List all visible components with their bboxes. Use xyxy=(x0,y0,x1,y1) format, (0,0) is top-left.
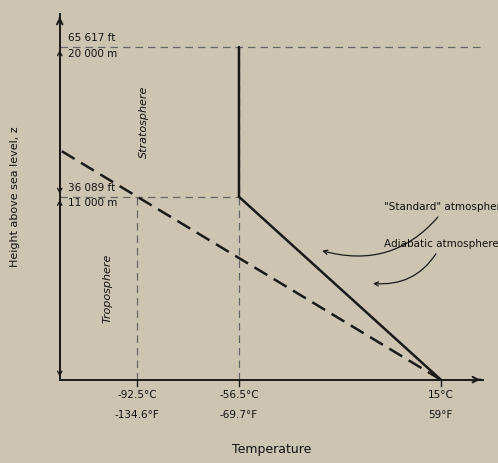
Text: 20 000 m: 20 000 m xyxy=(68,49,118,59)
Text: 59°F: 59°F xyxy=(429,410,453,419)
Text: 15°C: 15°C xyxy=(428,390,454,400)
Text: 11 000 m: 11 000 m xyxy=(68,199,118,208)
Text: -56.5°C: -56.5°C xyxy=(219,390,259,400)
Text: 65 617 ft: 65 617 ft xyxy=(68,33,116,43)
Text: Troposphere: Troposphere xyxy=(103,254,113,323)
Text: Stratosphere: Stratosphere xyxy=(139,86,149,158)
Text: -134.6°F: -134.6°F xyxy=(115,410,160,419)
Text: Temperature: Temperature xyxy=(232,443,311,456)
Text: "Standard" atmosphere: "Standard" atmosphere xyxy=(323,202,498,256)
Text: 36 089 ft: 36 089 ft xyxy=(68,182,116,193)
Text: -69.7°F: -69.7°F xyxy=(220,410,258,419)
Text: Height above sea level, z: Height above sea level, z xyxy=(9,126,19,267)
Text: -92.5°C: -92.5°C xyxy=(118,390,157,400)
Text: Adiabatic atmosphere: Adiabatic atmosphere xyxy=(374,238,498,286)
